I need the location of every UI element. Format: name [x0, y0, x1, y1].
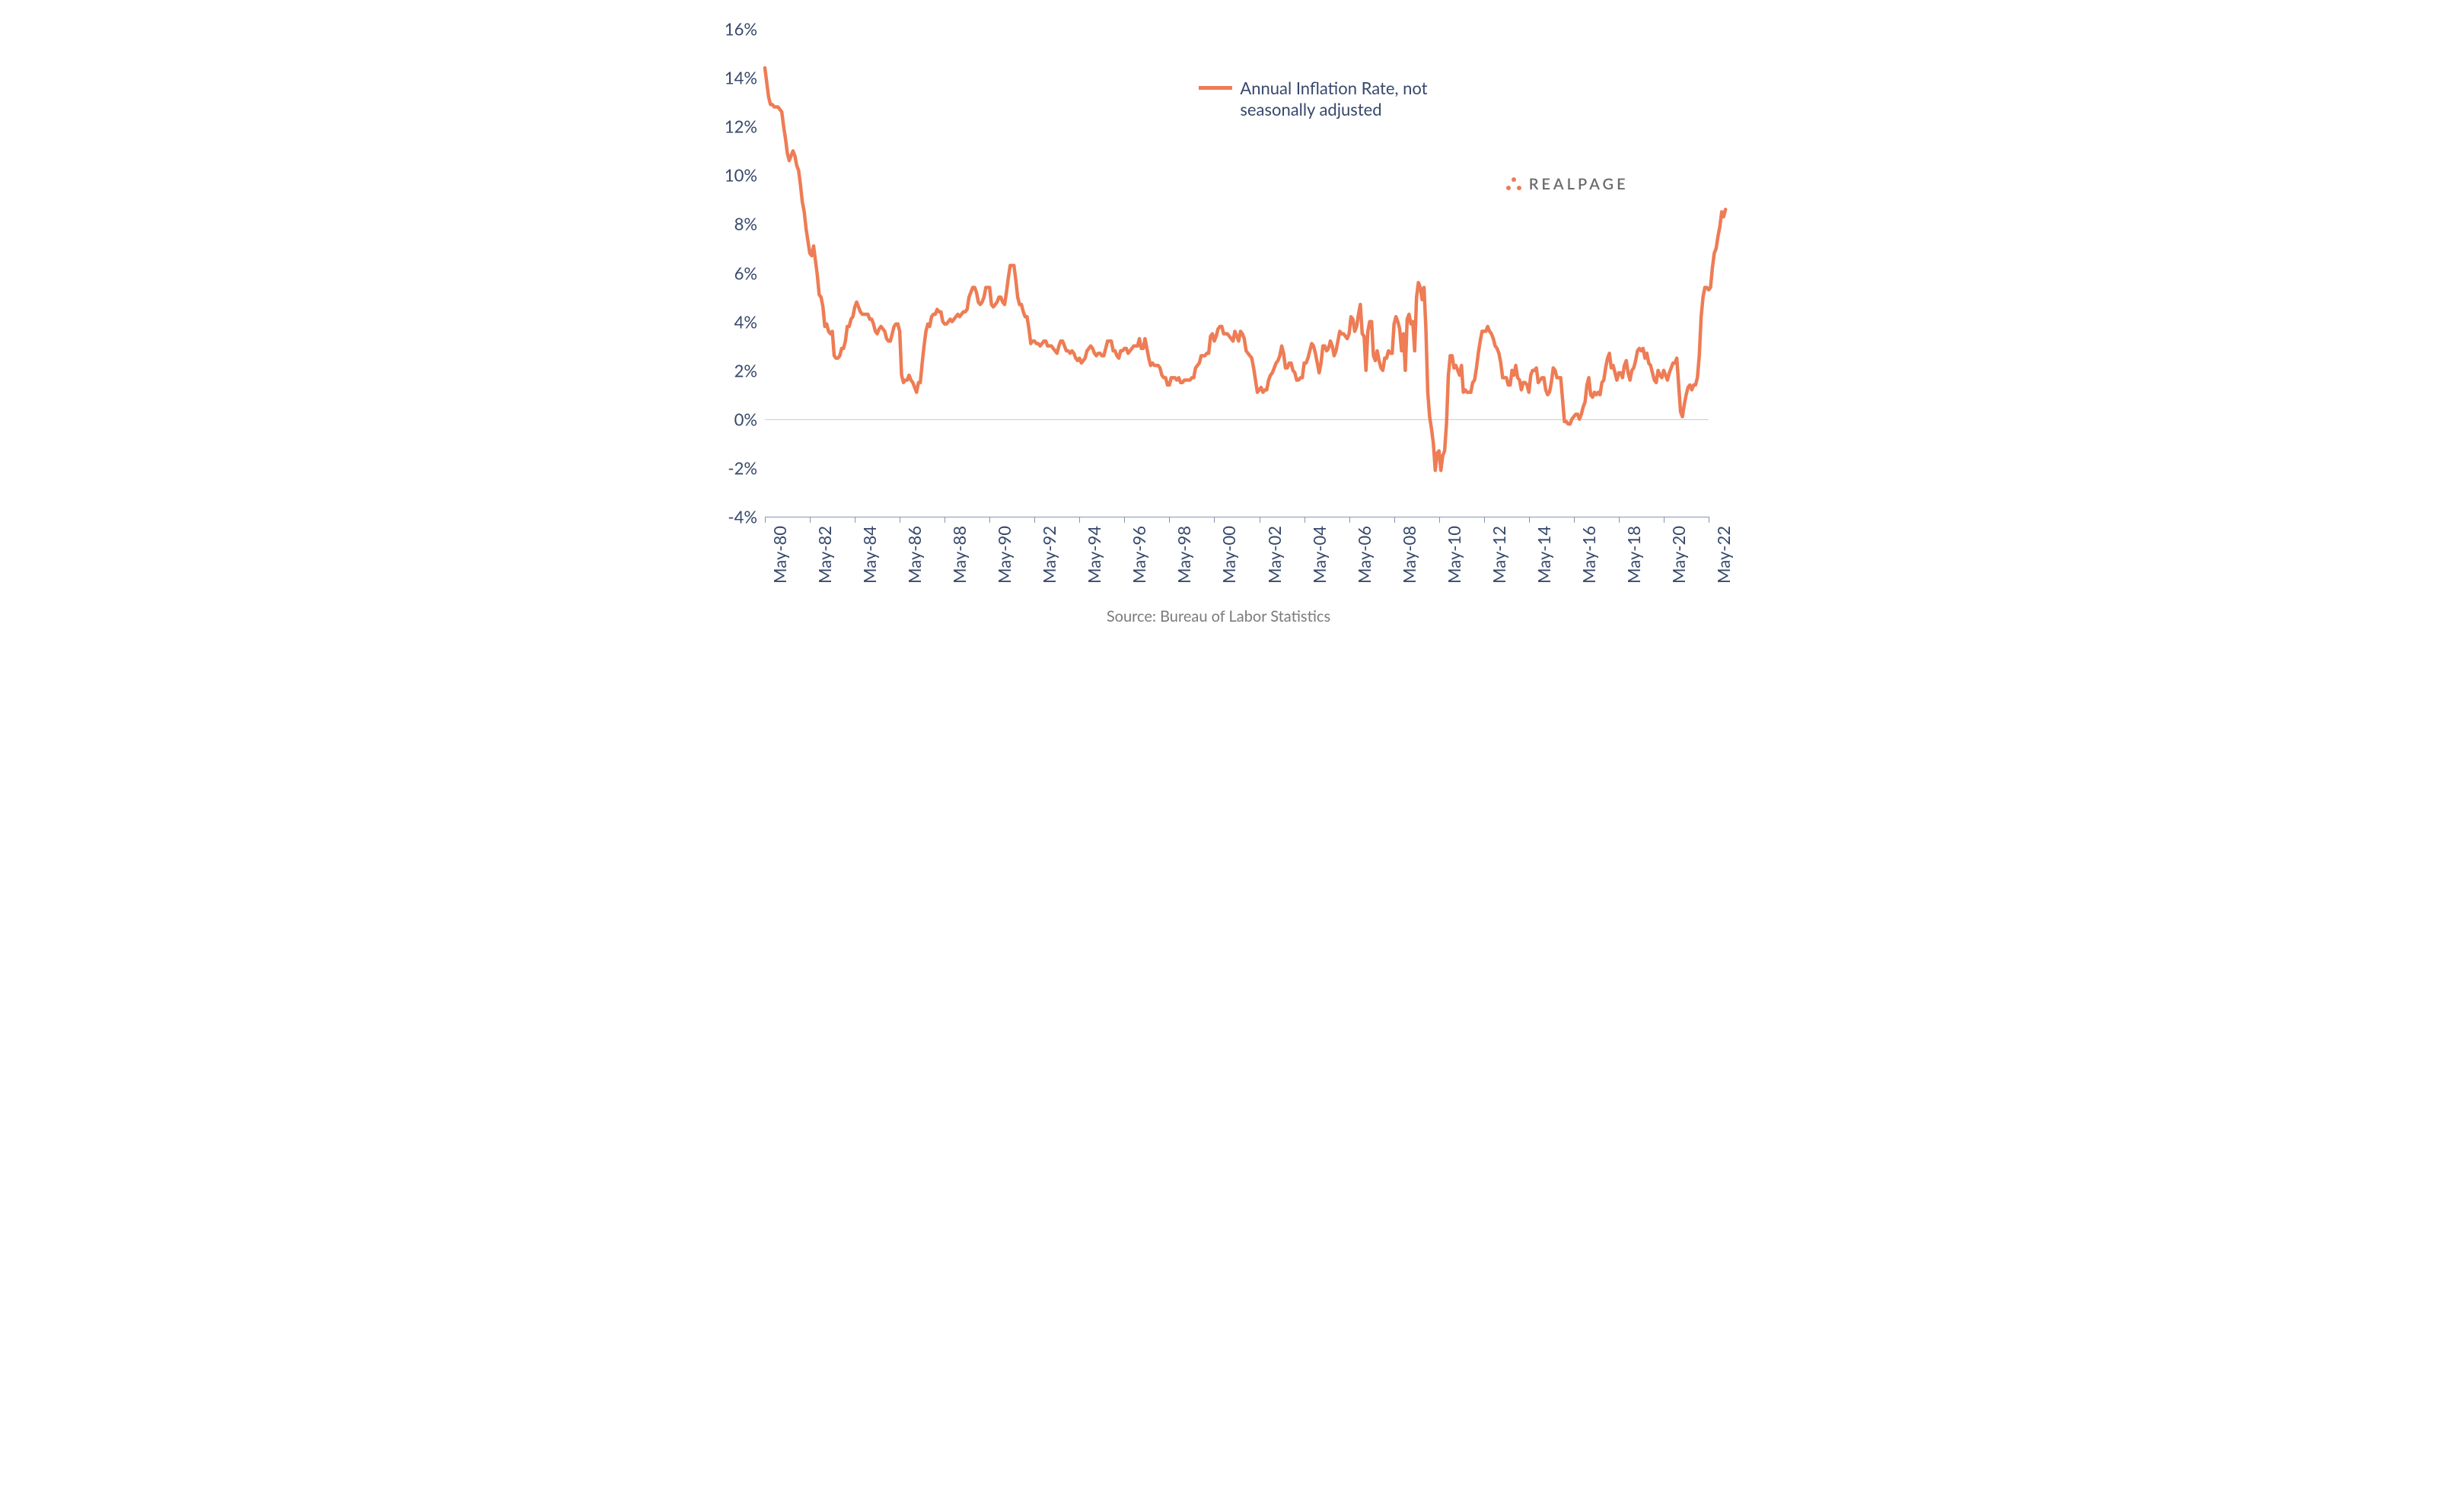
- x-tick: [1574, 517, 1575, 523]
- x-tick-label: May-84: [859, 526, 880, 584]
- legend-line2: seasonally adjusted: [1240, 99, 1427, 120]
- x-tick: [1034, 517, 1035, 523]
- brand-dots-icon: [1506, 177, 1521, 191]
- y-tick-label: 16%: [725, 19, 765, 40]
- x-tick-label: May-88: [949, 526, 970, 584]
- x-tick: [1439, 517, 1440, 523]
- x-tick-label: May-18: [1623, 526, 1644, 584]
- x-tick: [1214, 517, 1215, 523]
- x-tick-label: May-00: [1218, 526, 1239, 584]
- x-tick-label: May-06: [1354, 526, 1375, 584]
- x-tick: [989, 517, 990, 523]
- x-tick-label: May-20: [1668, 526, 1689, 584]
- legend: Annual Inflation Rate, not seasonally ad…: [1199, 78, 1427, 119]
- x-tick-label: May-14: [1534, 526, 1554, 584]
- x-tick-label: May-16: [1578, 526, 1599, 584]
- x-tick-label: May-92: [1039, 526, 1059, 584]
- x-tick-label: May-90: [994, 526, 1015, 584]
- x-tick-label: May-82: [814, 526, 835, 584]
- x-tick-label: May-02: [1264, 526, 1285, 584]
- x-tick: [1079, 517, 1080, 523]
- y-tick-label: -2%: [728, 457, 765, 478]
- brand-text: REALPAGE: [1529, 175, 1629, 193]
- y-tick-label: 8%: [734, 214, 765, 234]
- x-tick: [1124, 517, 1125, 523]
- legend-line1: Annual Inflation Rate, not: [1240, 78, 1427, 99]
- y-tick-label: 0%: [734, 409, 765, 429]
- x-tick: [1484, 517, 1485, 523]
- inflation-chart: -4% -2% 0% 2% 4% 6% 8% 10% 12% 14% 16% May-80 May-8…: [701, 0, 1736, 642]
- x-tick-label: May-08: [1399, 526, 1419, 584]
- y-tick-label: 12%: [725, 116, 765, 137]
- x-tick-label: May-22: [1713, 526, 1734, 584]
- x-tick-label: May-80: [769, 526, 790, 584]
- legend-text: Annual Inflation Rate, not seasonally ad…: [1240, 78, 1427, 119]
- y-tick-label: 14%: [725, 68, 765, 88]
- brand-watermark: REALPAGE: [1506, 175, 1629, 193]
- x-tick: [1529, 517, 1530, 523]
- x-tick: [1349, 517, 1350, 523]
- y-tick-label: 2%: [734, 360, 765, 380]
- x-tick-label: May-96: [1129, 526, 1149, 584]
- x-tick: [810, 517, 811, 523]
- inflation-series-path: [765, 68, 1725, 470]
- x-tick-label: May-04: [1309, 526, 1330, 584]
- x-tick: [765, 517, 766, 523]
- plot-area: -4%-2%0%2%4%6%8%10%12%14%16% May-80May-8…: [765, 29, 1709, 517]
- y-tick-label: 10%: [725, 165, 765, 186]
- y-tick-label: 4%: [734, 311, 765, 332]
- legend-swatch: [1199, 86, 1232, 90]
- y-tick-label: -4%: [728, 507, 765, 527]
- x-tick-label: May-94: [1084, 526, 1104, 584]
- source-caption: Source: Bureau of Labor Statistics: [701, 607, 1736, 625]
- y-tick-label: 6%: [734, 263, 765, 283]
- x-tick: [1619, 517, 1620, 523]
- x-tick-label: May-98: [1174, 526, 1194, 584]
- x-tick-label: May-10: [1444, 526, 1464, 584]
- x-tick-label: May-12: [1489, 526, 1509, 584]
- x-tick-label: May-86: [904, 526, 925, 584]
- x-tick: [1394, 517, 1395, 523]
- x-tick: [1169, 517, 1170, 523]
